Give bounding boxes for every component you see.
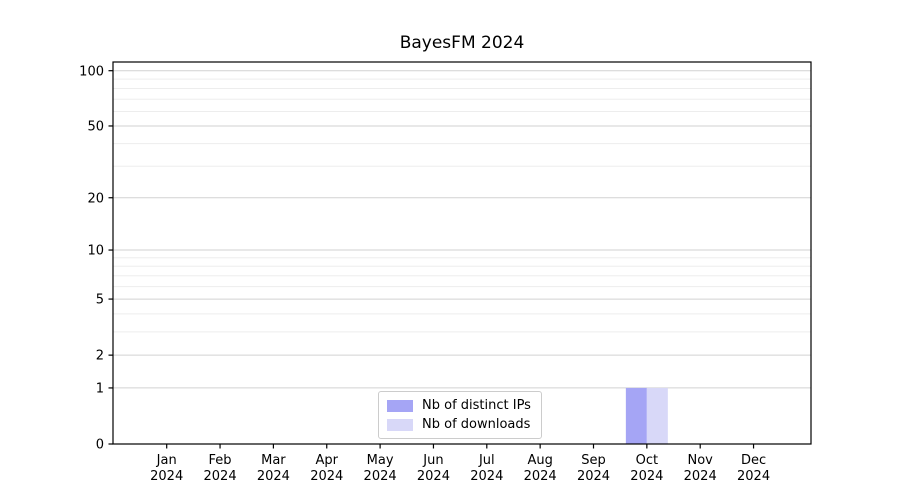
x-tick-label-year: 2024: [524, 469, 557, 484]
x-tick-label-month: Dec: [741, 453, 766, 468]
legend-swatch: [387, 399, 413, 412]
bar-distinct-ips-9: [625, 387, 647, 444]
x-tick-label-year: 2024: [577, 469, 610, 484]
x-tick-label-month: Sep: [581, 453, 606, 468]
x-tick-label-year: 2024: [630, 469, 663, 484]
x-tick-label-year: 2024: [684, 469, 717, 484]
x-tick-label-month: Jul: [478, 453, 495, 468]
x-tick-label-month: Apr: [316, 453, 339, 468]
legend-swatch: [387, 418, 413, 431]
chart-title: BayesFM 2024: [399, 33, 525, 53]
y-tick-label: 1: [96, 381, 104, 396]
x-tick-label-month: Feb: [209, 453, 232, 468]
x-tick-label-month: May: [367, 453, 394, 468]
x-tick-label-year: 2024: [204, 469, 237, 484]
x-tick-label-year: 2024: [417, 469, 450, 484]
x-tick-label-month: Mar: [261, 453, 286, 468]
x-tick-label-year: 2024: [364, 469, 397, 484]
y-tick-label: 2: [96, 349, 104, 364]
legend-item: Nb of distinct IPs: [387, 397, 531, 414]
y-tick-label: 10: [87, 244, 104, 259]
y-tick-label: 100: [79, 64, 104, 79]
x-tick-label-year: 2024: [737, 469, 770, 484]
x-tick-label-year: 2024: [150, 469, 183, 484]
legend-item: Nb of downloads: [387, 416, 531, 433]
y-tick-label: 0: [96, 438, 104, 453]
x-tick-label-month: Oct: [636, 453, 658, 468]
x-tick-label-year: 2024: [257, 469, 290, 484]
bar-downloads-9: [646, 387, 668, 444]
legend: Nb of distinct IPs Nb of downloads: [378, 391, 542, 439]
x-tick-label-year: 2024: [310, 469, 343, 484]
plot-border: [112, 61, 812, 445]
y-tick-label: 5: [96, 293, 104, 308]
x-tick-label-month: Aug: [527, 453, 552, 468]
y-tick-label: 20: [87, 191, 104, 206]
x-tick-label-month: Nov: [688, 453, 714, 468]
x-tick-label-year: 2024: [470, 469, 503, 484]
legend-label: Nb of distinct IPs: [422, 398, 531, 413]
y-tick-label: 50: [87, 120, 104, 135]
x-tick-label-month: Jun: [422, 453, 443, 468]
x-tick-label-month: Jan: [156, 453, 177, 468]
legend-label: Nb of downloads: [422, 417, 531, 432]
